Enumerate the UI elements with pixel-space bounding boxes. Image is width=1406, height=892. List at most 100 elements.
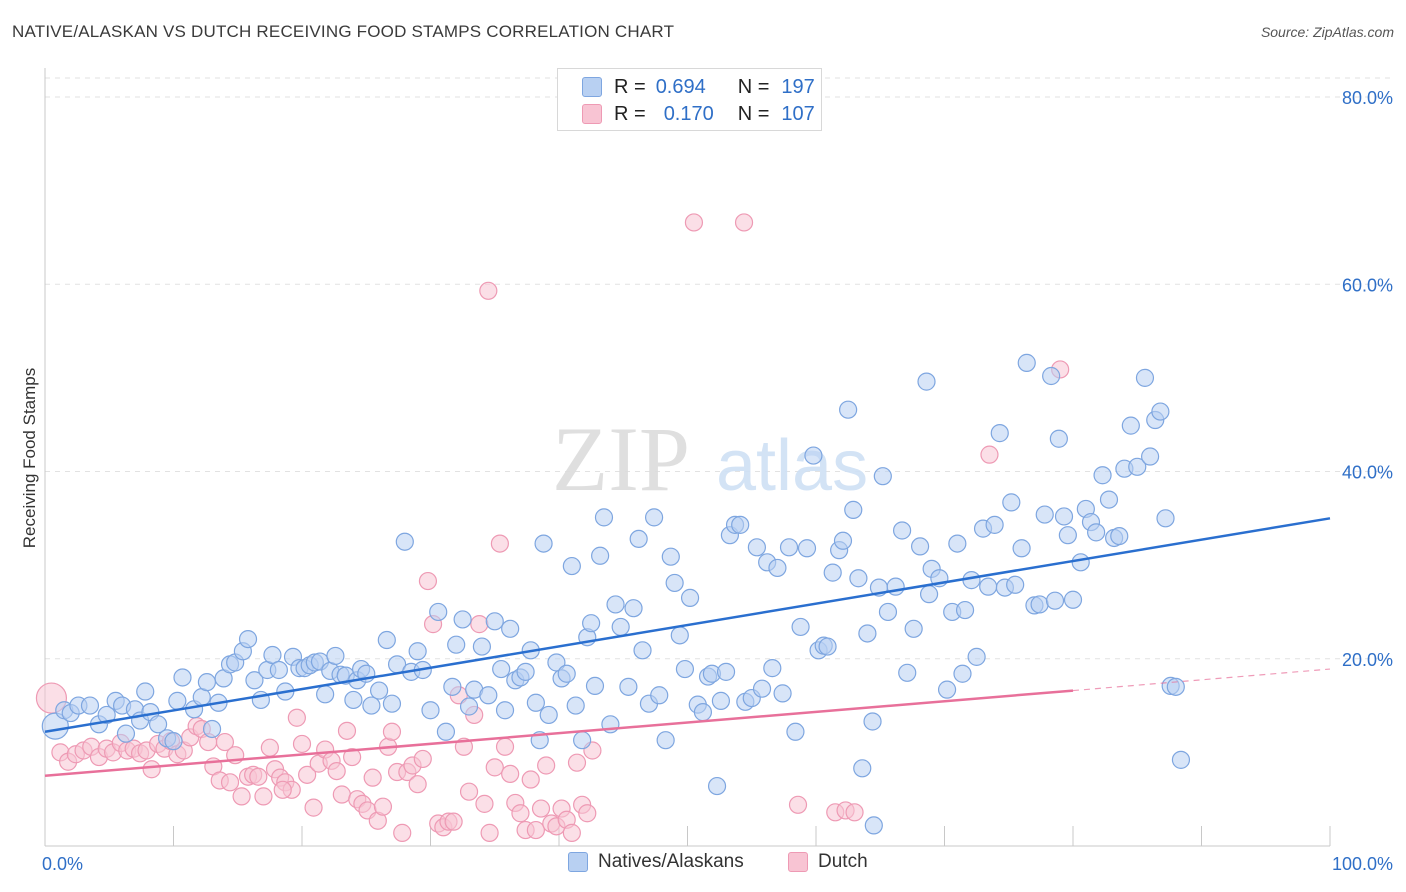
natives-point [377,630,396,650]
natives-point [534,534,553,553]
natives-point [967,647,986,666]
natives-point [492,659,511,679]
legend-r-label: R = [614,75,646,98]
legend-r-label: R = [614,102,646,125]
natives-point [910,537,930,556]
natives-point [675,659,695,679]
legend-item-dutch[interactable]: Dutch [788,851,868,873]
natives-point [1151,402,1170,421]
natives-point [611,617,630,637]
y-tick-label: 60.0% [1342,275,1393,295]
natives-point [1110,527,1129,546]
natives-point [501,619,520,638]
natives-point [1054,507,1074,526]
dutch-point [220,773,240,792]
legend-swatch-natives [582,77,602,97]
chart-title: NATIVE/ALASKAN VS DUTCH RECEIVING FOOD S… [12,22,675,41]
natives-point [904,619,923,638]
legend-label-dutch: Dutch [818,851,868,872]
dutch-point [495,737,515,756]
dutch-point [343,747,362,767]
natives-point [1121,416,1140,435]
natives-point [562,556,581,576]
natives-point [644,508,664,527]
dutch-point [215,732,234,752]
x-tick-label-min: 0.0% [42,854,83,874]
natives-point [791,617,810,637]
natives-point [752,679,772,698]
dutch-point [845,803,864,822]
natives-point [459,697,479,716]
legend-row-natives: R = 0.694 N = 197 [582,75,815,99]
trend-lines [44,517,1331,778]
natives-point [853,759,872,778]
natives-point [263,645,282,665]
dutch-point [511,804,530,823]
natives-point [919,585,939,604]
dutch-point [480,823,499,842]
legend-row-dutch: R = 0.170 N = 107 [582,102,815,126]
natives-point [804,446,823,465]
natives-point [786,722,805,741]
legend-item-natives[interactable]: Natives/Alaskans [568,851,744,873]
legend-r-value: 0.170 [663,102,714,125]
natives-point [344,690,363,710]
natives-point [955,600,975,620]
dutch-point [485,758,504,777]
natives-point [1058,526,1077,545]
legend-n-value: 197 [781,75,815,98]
natives-trend-line [44,517,1331,734]
natives-point [436,722,456,741]
natives-point [849,569,868,588]
legend-swatch-dutch [788,852,808,872]
natives-point [763,659,782,678]
grid-lines [45,77,1392,660]
natives-point [566,696,585,715]
natives-point [1063,590,1083,609]
natives-point [619,677,638,696]
watermark-zip: ZIP [552,408,690,510]
natives-point [624,599,643,618]
natives-point [693,703,713,722]
natives-point [1006,575,1025,594]
natives-point [1035,505,1054,524]
dutch-point [444,812,463,831]
natives-point [1140,447,1160,466]
natives-point [863,712,882,731]
natives-point [1049,429,1068,448]
natives-point [136,682,155,701]
natives-point [585,676,605,696]
natives-point [472,637,491,656]
natives-point [779,538,799,557]
natives-point [453,610,472,629]
natives-point [495,701,515,720]
natives-point [633,641,652,660]
natives-point [731,515,750,534]
legend-r-value: 0.694 [655,75,706,98]
dutch-point [249,767,268,786]
natives-point [1002,493,1021,512]
natives-point [526,693,545,712]
natives-point [716,662,736,681]
natives-point [707,776,727,796]
natives-point [833,531,853,550]
natives-point [1087,523,1106,542]
dutch-point [459,782,479,801]
dutch-point [788,795,808,814]
natives-point [953,664,972,683]
dutch-point [304,798,323,817]
natives-point [823,563,842,582]
x-tick-label-max: 100.0% [1332,854,1393,874]
natives-point [768,558,787,578]
legend-n-label: N = [737,102,770,125]
y-tick-label: 20.0% [1342,650,1393,670]
natives-point [937,680,957,699]
natives-point [362,696,381,715]
dutch-point [287,708,306,727]
dutch-point [337,721,357,740]
natives-point [1156,509,1175,528]
natives-point [148,715,168,734]
natives-point [606,595,625,614]
dutch-point [382,722,402,741]
